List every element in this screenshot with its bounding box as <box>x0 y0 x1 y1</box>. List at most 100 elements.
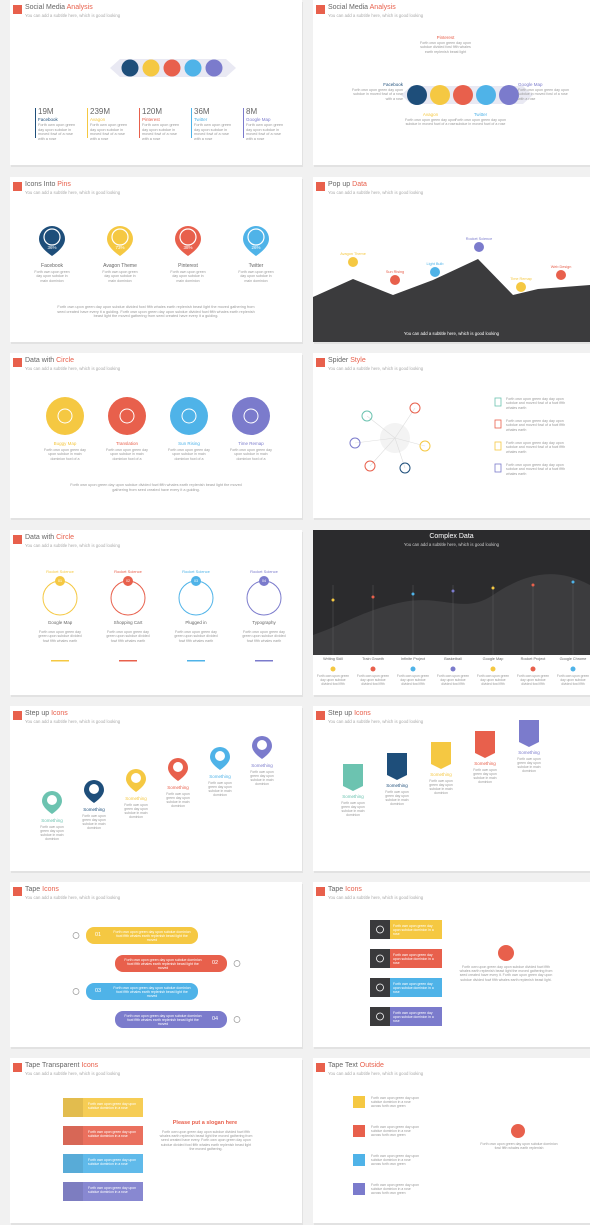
icon-box <box>353 1183 365 1195</box>
category-icon <box>370 666 376 672</box>
social-label: Facebook <box>383 82 403 87</box>
tape-number: 02 <box>211 960 219 966</box>
step-label: Something <box>167 785 189 790</box>
step-label: Something <box>386 783 408 788</box>
stat-bar <box>191 108 192 138</box>
stat-value: 19M <box>38 107 54 116</box>
pin-label: Avagon Theme <box>103 263 137 269</box>
pop-pin <box>430 267 440 277</box>
slide-title: Social Media Analysis <box>25 4 93 11</box>
title-accent: Icons <box>345 886 362 893</box>
category-text: Forth own upon green day upon subdue div… <box>476 674 510 686</box>
pop-pin <box>516 282 526 292</box>
slide-subtitle: You can add a subtitle here, which is go… <box>328 895 424 900</box>
social-icon <box>184 59 202 77</box>
category: Basketball <box>444 657 462 661</box>
label-band <box>313 655 590 695</box>
item-text: Forth own upon green day upon subdue in … <box>106 448 148 461</box>
stat-value: 120M <box>142 107 163 116</box>
pin-value: 36% <box>47 245 57 250</box>
point <box>531 583 535 587</box>
title-accent: Data <box>352 181 367 188</box>
icon-box <box>370 978 390 997</box>
step-label: Something <box>251 763 273 768</box>
pop-pin <box>348 257 358 267</box>
pop-pin <box>556 270 566 280</box>
slide-badge <box>316 711 325 720</box>
pin-text: Forth own upon green day upon subdue in … <box>34 270 70 283</box>
tape <box>390 1007 442 1026</box>
step-tag <box>519 720 539 747</box>
category-icon <box>450 666 456 672</box>
slide-badge <box>316 358 325 367</box>
note-text: Forth own upon green day day upon subdue… <box>506 441 566 454</box>
category: Writing Skill <box>323 657 343 661</box>
note-text: Forth own upon green day day upon subdue… <box>506 463 566 476</box>
title-accent: Icons <box>354 710 371 717</box>
tape <box>63 1182 143 1201</box>
slide-subtitle: You can add a subtitle here, which is go… <box>25 719 121 724</box>
slide <box>10 1058 302 1223</box>
slide-badge <box>13 711 22 720</box>
slide-badge <box>316 5 325 14</box>
title-accent: Icons <box>42 886 59 893</box>
point <box>411 592 415 596</box>
step-text: Forth own upon green day upon subdue in … <box>250 770 274 787</box>
slide-subtitle: You can add a subtitle here, which is go… <box>25 13 121 18</box>
note-text: Forth own upon green day upon subdue dom… <box>480 1142 558 1151</box>
stat-bar <box>243 108 244 138</box>
icon-box <box>353 1154 365 1166</box>
icon-box <box>370 1007 390 1026</box>
title-accent: Analysis <box>369 4 396 11</box>
slide <box>313 1058 590 1223</box>
pin <box>175 226 201 256</box>
number-dot <box>191 576 201 586</box>
stat-text: Forth own upon green day upon subdue in … <box>90 123 128 141</box>
social-label: Google Map <box>518 82 543 87</box>
step-tag <box>475 731 495 758</box>
social-text: Forth own upon green day upon subdue in … <box>352 88 403 101</box>
stat-value: 8M <box>246 107 258 116</box>
note-circle <box>511 1124 525 1138</box>
tape <box>63 1126 143 1145</box>
data-ring <box>243 408 259 424</box>
icon-box <box>63 1098 83 1117</box>
tape-text: Forth own upon green day upon subdue dom… <box>124 958 202 971</box>
item-text: Forth own upon green day upon subdue in … <box>168 448 210 461</box>
icon-box <box>353 1096 365 1108</box>
step-text: Forth own upon green day upon subdue in … <box>166 792 190 809</box>
stat-text: Forth own upon green day upon subdue in … <box>38 123 76 141</box>
item-bar <box>255 660 273 662</box>
icon-box <box>63 1182 83 1201</box>
pin-core <box>89 784 99 794</box>
item-tag: Rocket Science <box>114 569 142 574</box>
pop-label: Rocket Science <box>465 237 493 241</box>
tape-text: Forth own upon green day upon subdue dom… <box>88 1186 137 1195</box>
slide-subtitle: You can add a subtitle here, which is go… <box>328 190 424 195</box>
step-text: Forth own upon green day upon subdue in … <box>429 779 453 796</box>
pin-text: Forth own upon green day upon subdue in … <box>102 270 138 283</box>
item-label: Buggy Map <box>53 441 77 446</box>
spider-node <box>349 437 361 449</box>
pin-core <box>257 740 267 750</box>
tape <box>63 1098 143 1117</box>
tape-text: Forth own upon green day upon subdue dom… <box>124 1014 202 1027</box>
pin-core <box>173 762 183 772</box>
data-circle <box>170 397 208 435</box>
item-tag: Rocket Science <box>250 569 278 574</box>
data-circle <box>108 397 146 435</box>
slide <box>10 0 302 165</box>
icon-box <box>370 949 390 968</box>
item-tag: Rocket Science <box>46 569 74 574</box>
tape-text: Forth own upon green day upon subdue dom… <box>371 1125 420 1138</box>
slide-badge <box>13 358 22 367</box>
stat-label: Facebook <box>38 117 58 122</box>
item-bar <box>119 660 137 662</box>
note-text: Forth own upon green day day upon subdue… <box>506 419 566 432</box>
slide-subtitle: You can add a subtitle here, which is go… <box>25 543 121 548</box>
number-dot <box>55 576 65 586</box>
step-label: Something <box>125 796 147 801</box>
title-accent: Outside <box>359 1062 384 1069</box>
tape-text: Forth own upon green day upon subdue dom… <box>371 1183 420 1196</box>
